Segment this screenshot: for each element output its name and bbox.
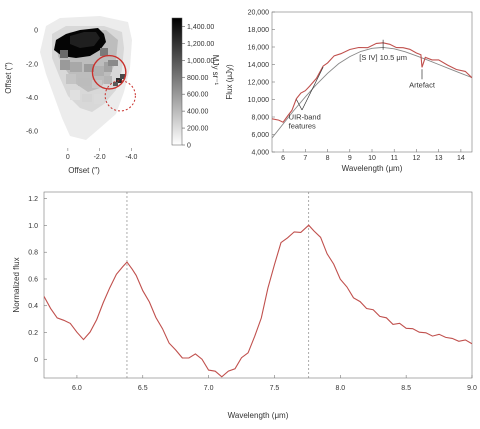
panel-b-ytick-label: 14,000 bbox=[248, 62, 270, 69]
panel-b-xtick-label: 13 bbox=[435, 155, 443, 162]
panel-b: 6 7 8 9 10 11 12 13 14 4,000 6,000 8,000 10,000 12,00… bbox=[225, 10, 473, 173]
panel-c-xtick-label: 7.0 bbox=[204, 385, 214, 392]
panel-a-ytick-label: -4.0 bbox=[26, 95, 38, 102]
colorbar-tick-label: 200.00 bbox=[187, 126, 209, 133]
panel-c-ytick-label: 0.6 bbox=[28, 276, 38, 283]
sIV-label: [S IV] 10.5 μm bbox=[359, 53, 407, 62]
artefact-label: Artefact bbox=[409, 80, 436, 89]
colorbar-ticks: 1,400.00 1,200.00 1,000.00 800.00 600.00 400.… bbox=[182, 24, 214, 150]
panel-b-xtick-label: 6 bbox=[281, 155, 285, 162]
panel-b-ytick-label: 16,000 bbox=[248, 45, 270, 52]
panel-c-xtick-label: 9.0 bbox=[467, 385, 477, 392]
uir-pointer bbox=[301, 66, 324, 111]
panel-c-xtick-label: 8.0 bbox=[335, 385, 345, 392]
uir-label: features bbox=[289, 122, 316, 131]
panel-c-xlabel: Wavelength (μm) bbox=[228, 411, 289, 420]
panel-a-xlabel: Offset (″) bbox=[68, 166, 100, 175]
colorbar-tick-label: 400.00 bbox=[187, 109, 209, 116]
panel-c-ytick-label: 1.0 bbox=[28, 223, 38, 230]
panel-b-xtick-label: 11 bbox=[391, 155, 398, 162]
panel-b-xtick-label: 10 bbox=[368, 155, 376, 162]
panel-a-xtick-label: -2.0 bbox=[94, 154, 106, 161]
panel-b-xtick-label: 14 bbox=[457, 155, 465, 162]
panel-a-axes: 0 -2.0 -4.0 0 -2.0 -4.0 -6.0 bbox=[26, 28, 138, 161]
panel-b-ytick-label: 8,000 bbox=[251, 115, 269, 122]
panel-c-series bbox=[44, 224, 472, 378]
panel-c-ytick-label: 0.2 bbox=[28, 330, 38, 337]
panel-c-ytick-label: 1.2 bbox=[28, 196, 38, 203]
uir-label: UIR-band bbox=[289, 113, 321, 122]
panel-c-axes: 6.0 6.5 7.0 7.5 8.0 8.5 9.0 0 0.2 0.4 0.6 0.8 1.0 1.2 bbox=[28, 196, 477, 392]
panel-b-ytick-label: 20,000 bbox=[248, 10, 270, 17]
source-aperture-circle bbox=[91, 54, 127, 90]
colorbar bbox=[171, 17, 183, 146]
colorbar-tick-label: 1,200.00 bbox=[187, 41, 214, 48]
panel-c-xtick-label: 6.5 bbox=[138, 385, 148, 392]
observed-spectrum-line bbox=[272, 42, 472, 123]
colorbar-tick-label: 800.00 bbox=[187, 75, 209, 82]
panel-c-reference-lines bbox=[126, 192, 310, 378]
intensity-map bbox=[40, 16, 132, 140]
background-aperture-circle bbox=[104, 80, 136, 112]
panel-b-ytick-label: 12,000 bbox=[248, 80, 270, 87]
panel-c-ylabel: Normalized flux bbox=[12, 257, 21, 312]
panel-b-xlabel: Wavelength (μm) bbox=[342, 164, 403, 173]
panel-b-xtick-label: 9 bbox=[348, 155, 352, 162]
panel-c-xtick-label: 7.5 bbox=[270, 385, 280, 392]
aperture-circles bbox=[91, 54, 136, 112]
panel-b-xtick-label: 7 bbox=[303, 155, 307, 162]
colorbar-tick-label: 1,000.00 bbox=[187, 58, 214, 65]
panel-c-ytick-label: 0.8 bbox=[28, 250, 38, 257]
panel-b-ytick-label: 10,000 bbox=[248, 97, 270, 104]
colorbar-tick-label: 1,400.00 bbox=[187, 24, 214, 31]
panel-a-xtick-label: -4.0 bbox=[125, 154, 137, 161]
panel-c-frame bbox=[43, 191, 473, 379]
panel-c-xtick-label: 8.5 bbox=[401, 385, 411, 392]
colorbar-tick-label: 600.00 bbox=[187, 92, 209, 99]
panel-b-xtick-label: 12 bbox=[413, 155, 421, 162]
panel-b-ytick-label: 6,000 bbox=[251, 132, 269, 139]
panel-a-ylabel: Offset (″) bbox=[4, 62, 13, 94]
panel-c: 6.0 6.5 7.0 7.5 8.0 8.5 9.0 0 0.2 0.4 0.6 0.8 1.0 1.2… bbox=[12, 191, 477, 420]
panel-b-series bbox=[272, 42, 472, 139]
panel-b-ytick-label: 4,000 bbox=[251, 150, 269, 157]
panel-b-ytick-label: 18,000 bbox=[248, 27, 270, 34]
colorbar-tick-label: 0 bbox=[187, 143, 191, 150]
normalized-spectrum-line bbox=[44, 224, 472, 378]
colorbar-label: MJy sr⁻¹ bbox=[211, 55, 220, 86]
panel-a: 0 -2.0 -4.0 0 -2.0 -4.0 -6.0 Offset (″) Offset… bbox=[4, 16, 220, 175]
panel-b-axes: 6 7 8 9 10 11 12 13 14 4,000 6,000 8,000 10,000 12,00… bbox=[248, 10, 465, 163]
panel-c-ytick-label: 0.4 bbox=[28, 303, 38, 310]
panel-a-ytick-label: 0 bbox=[34, 28, 38, 35]
panel-a-ytick-label: -6.0 bbox=[26, 129, 38, 136]
panel-b-frame bbox=[271, 11, 473, 153]
panel-b-ylabel: Flux (μJy) bbox=[225, 64, 234, 100]
panel-a-xtick-label: 0 bbox=[66, 154, 70, 161]
panel-b-xtick-label: 8 bbox=[326, 155, 330, 162]
uir-pointer bbox=[296, 99, 303, 111]
panel-a-ytick-label: -2.0 bbox=[26, 61, 38, 68]
panel-c-xtick-label: 6.0 bbox=[72, 385, 82, 392]
continuum-fit-line bbox=[272, 46, 472, 139]
panel-c-ytick-label: 0 bbox=[34, 357, 38, 364]
